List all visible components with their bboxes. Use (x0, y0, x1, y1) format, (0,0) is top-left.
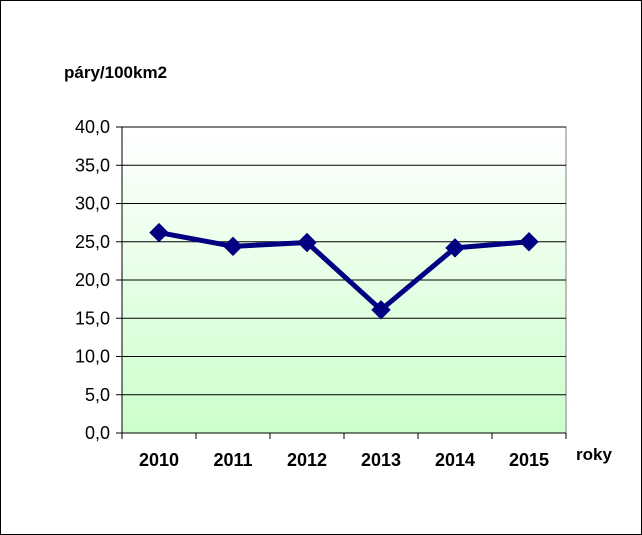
y-tick-label: 25,0 (75, 232, 110, 252)
x-axis-label: roky (576, 445, 612, 464)
x-tick-label: 2015 (509, 450, 549, 470)
y-tick-label: 20,0 (75, 270, 110, 290)
y-tick-label: 10,0 (75, 347, 110, 367)
axes (116, 126, 567, 439)
y-tick-label: 35,0 (75, 155, 110, 175)
x-tick-label: 2011 (213, 450, 252, 470)
x-tick-label: 2010 (139, 450, 179, 470)
y-axis-label: páry/100km2 (64, 63, 167, 82)
data-point (149, 222, 169, 243)
x-tick-label: 2012 (287, 450, 327, 470)
x-tick-label: 2013 (361, 450, 401, 470)
data-series (149, 222, 539, 320)
series-line (158, 230, 530, 313)
x-tick-label: 2014 (435, 450, 475, 470)
data-point (445, 238, 465, 258)
y-tick-label: 30,0 (75, 194, 110, 214)
data-point (371, 300, 391, 320)
y-tick-label: 5,0 (85, 385, 110, 405)
y-tick-label: 40,0 (75, 117, 110, 137)
data-point (519, 232, 539, 252)
y-tick-label: 15,0 (75, 308, 110, 328)
y-tick-label: 0,0 (85, 423, 110, 443)
x-tick-labels: 2010 2011 2012 2013 2014 2015 (139, 450, 549, 470)
data-point (223, 236, 243, 257)
data-point (297, 232, 317, 253)
y-tick-labels: 0,0 5,0 10,0 15,0 20,0 25,0 30,0 35,0 40,0 (75, 117, 110, 443)
